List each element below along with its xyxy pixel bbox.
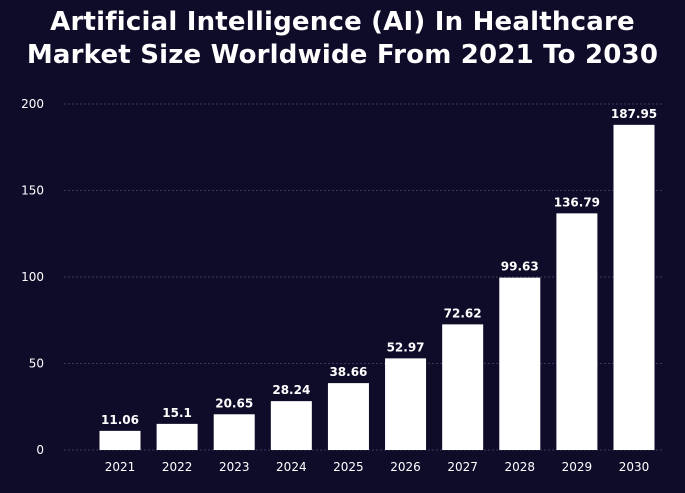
x-tick-label: 2021	[105, 460, 136, 474]
bar	[499, 277, 541, 450]
x-tick-label: 2028	[505, 460, 536, 474]
bar	[556, 213, 598, 450]
bar	[442, 324, 484, 450]
bar-value-label: 52.97	[387, 340, 425, 354]
bar	[385, 358, 427, 450]
chart-title-line-2: Market Size Worldwide From 2021 To 2030	[26, 40, 659, 70]
x-tick-label: 2024	[276, 460, 307, 474]
bar-value-label: 15.1	[162, 406, 192, 420]
chart-title: Artificial Intelligence (AI) In Healthca…	[0, 6, 685, 72]
x-tick-label: 2026	[390, 460, 421, 474]
x-tick-label: 2023	[219, 460, 250, 474]
bar-value-label: 38.66	[329, 365, 367, 379]
bar	[156, 423, 198, 450]
bar	[213, 414, 255, 450]
bar	[99, 430, 141, 450]
x-tick-label: 2025	[333, 460, 364, 474]
y-tick-label: 100	[21, 270, 44, 284]
x-tick-label: 2029	[562, 460, 593, 474]
bar-value-label: 187.95	[611, 107, 657, 121]
x-tick-label: 2030	[619, 460, 650, 474]
chart-title-line-1: Artificial Intelligence (AI) In Healthca…	[50, 7, 635, 37]
bar	[327, 383, 369, 450]
y-tick-label: 50	[29, 357, 44, 371]
bar-value-label: 20.65	[215, 396, 253, 410]
y-tick-label: 200	[21, 97, 44, 111]
x-tick-label: 2027	[447, 460, 478, 474]
y-tick-label: 150	[21, 184, 44, 198]
bar-value-label: 28.24	[272, 383, 310, 397]
y-tick-label: 0	[36, 443, 44, 457]
bar-value-label: 11.06	[101, 413, 139, 427]
bar	[270, 401, 312, 450]
bar-value-label: 99.63	[501, 260, 539, 274]
bar-value-label: 136.79	[554, 195, 600, 209]
x-tick-label: 2022	[162, 460, 193, 474]
bar-value-label: 72.62	[444, 306, 482, 320]
bar	[613, 124, 655, 450]
